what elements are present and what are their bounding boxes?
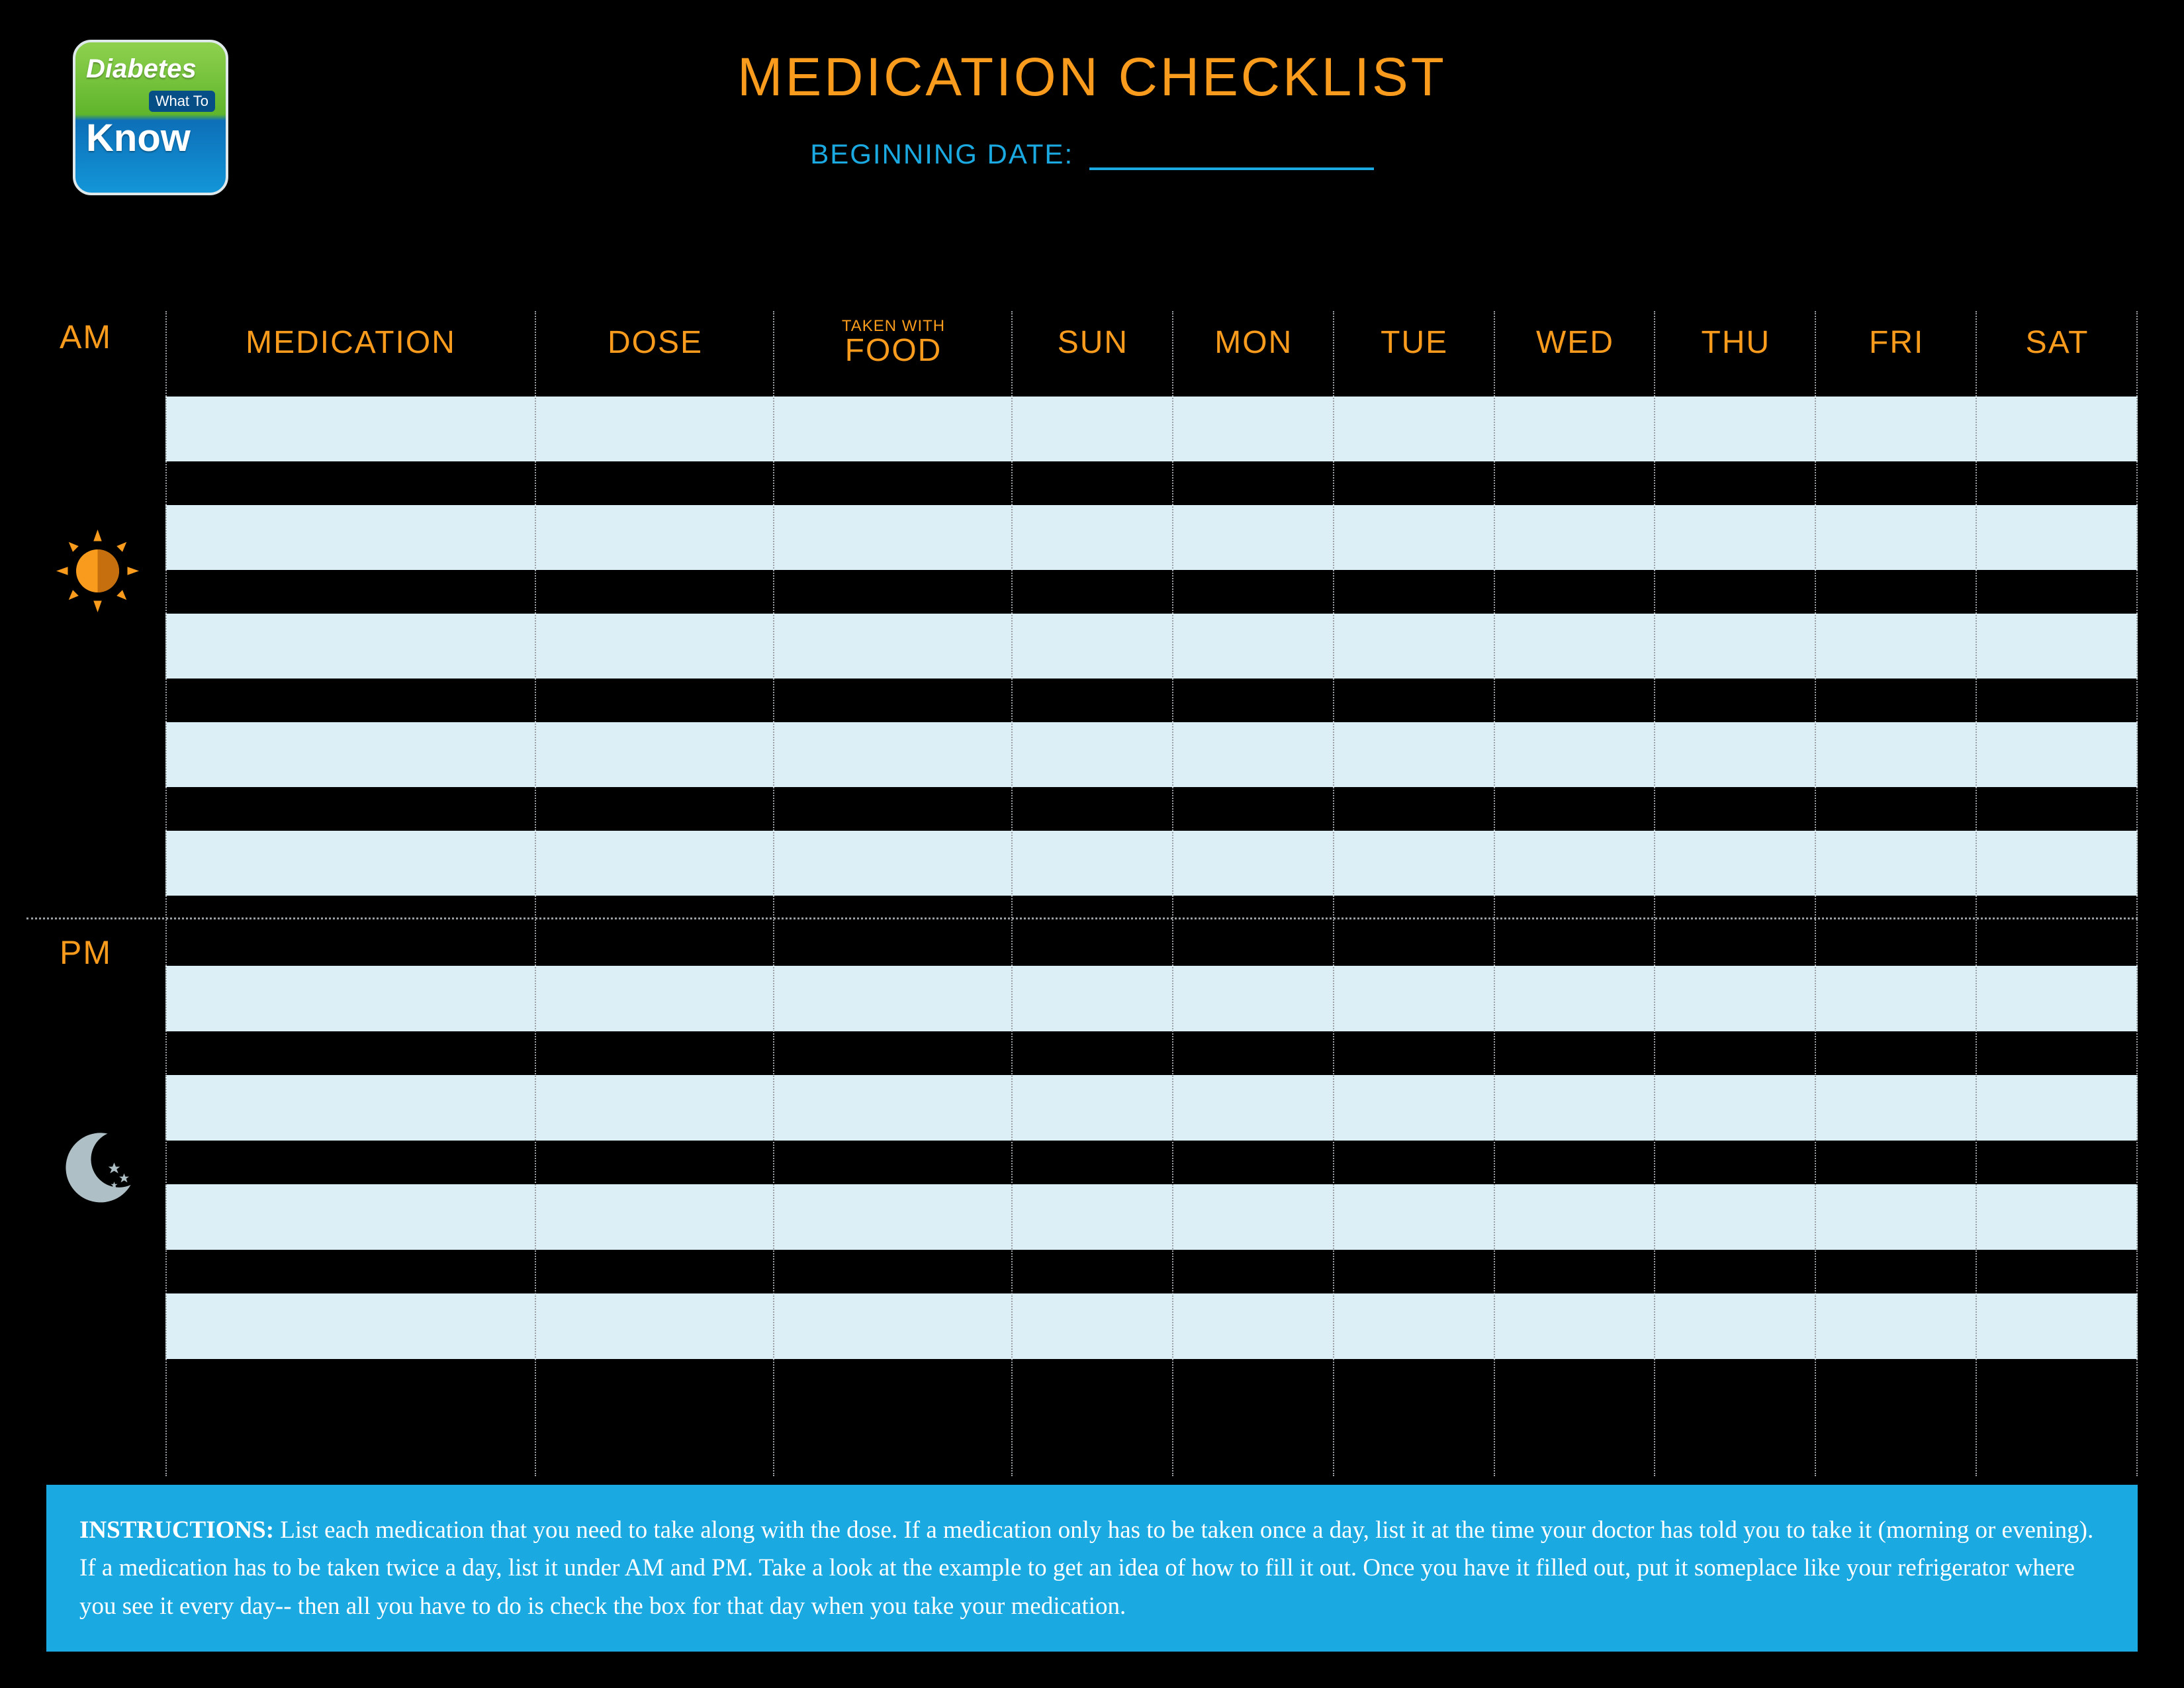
am-row[interactable] [165,700,2138,809]
pm-row[interactable] [165,944,2138,1053]
am-row[interactable] [165,809,2138,917]
instructions-text: List each medication that you need to ta… [79,1517,2093,1620]
col-dose: DOSE [536,326,774,359]
pm-row[interactable] [165,1053,2138,1162]
col-mon: MON [1173,326,1334,359]
am-row[interactable] [165,483,2138,592]
checklist-sheet: AM PM [26,311,2138,1476]
checklist-grid: MEDICATION DOSE TAKEN WITH FOOD SUN MON … [165,311,2138,1476]
am-label: AM [60,318,112,356]
col-taken-with-food: TAKEN WITH FOOD [774,318,1013,368]
col-thu: THU [1655,326,1816,359]
pm-row[interactable] [165,1162,2138,1272]
page-title: MEDICATION CHECKLIST [0,46,2184,109]
instructions-panel: INSTRUCTIONS: List each medication that … [46,1485,2138,1652]
pm-label: PM [60,933,112,972]
am-pm-divider [26,917,2138,919]
am-rows [165,375,2138,917]
pm-rows [165,944,2138,1381]
instructions-label: INSTRUCTIONS: [79,1517,274,1544]
beginning-date-input[interactable] [1089,142,1374,170]
pm-row[interactable] [165,1272,2138,1381]
col-sun: SUN [1013,326,1173,359]
beginning-date-label: BEGINNING DATE: [810,138,1073,169]
sun-icon [56,530,139,612]
header-block: MEDICATION CHECKLIST BEGINNING DATE: [0,46,2184,170]
am-row[interactable] [165,375,2138,483]
col-medication: MEDICATION [165,326,536,359]
col-taken-with-food-small: TAKEN WITH [774,318,1013,334]
beginning-date-row: BEGINNING DATE: [0,138,2184,170]
am-row[interactable] [165,592,2138,700]
side-column: AM PM [26,311,159,1476]
col-fri: FRI [1816,326,1977,359]
moon-icon [56,1125,139,1208]
col-tue: TUE [1334,326,1495,359]
column-header-row: MEDICATION DOSE TAKEN WITH FOOD SUN MON … [165,311,2138,375]
col-sat: SAT [1977,326,2138,359]
col-wed: WED [1495,326,1656,359]
col-taken-with-food-main: FOOD [845,333,942,368]
